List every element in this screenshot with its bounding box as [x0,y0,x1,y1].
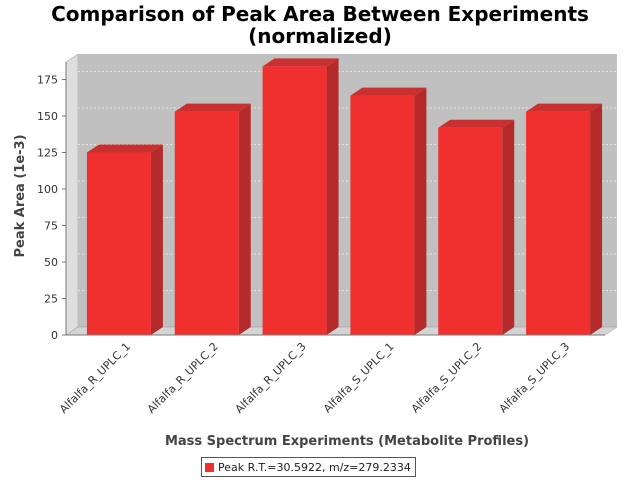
legend: Peak R.T.=30.5922, m/z=279.2334 [201,457,416,477]
y-tick-labels: 0 25 50 75 100 125 150 175 [37,74,66,342]
x-tick-label: Alfalfa_R_UPLC_2 [145,340,221,416]
bar-front [526,111,591,336]
bar [526,103,603,336]
y-tick-label: 125 [37,147,58,160]
plot-left-wall [65,53,79,336]
bar-front [174,111,239,336]
bar-side [414,87,427,335]
bar [86,144,163,335]
bar-side [150,144,163,335]
bars [86,58,603,336]
bar-top [526,103,603,112]
y-axis-title: Peak Area (1e-3) [13,134,28,257]
bar-top [350,87,427,96]
bar [174,103,251,336]
bar-side [502,119,515,335]
y-tick-label: 100 [37,183,58,196]
bar-top [262,58,339,67]
y-tick-label: 175 [37,74,58,87]
bar-top [174,103,251,112]
x-tick-label: Alfalfa_S_UPLC_1 [321,340,397,416]
legend-swatch [205,462,214,472]
bar-front [86,152,151,335]
bar-front [350,95,415,335]
bar [262,58,339,336]
x-tick-label: Alfalfa_R_UPLC_3 [233,340,309,416]
bar-side [238,103,251,336]
x-axis-title: Mass Spectrum Experiments (Metabolite Pr… [165,434,529,449]
chart-title-line-2: (normalized) [248,24,392,48]
bar [350,87,427,335]
x-tick-label: Alfalfa_S_UPLC_3 [497,340,573,416]
bar-top [86,144,163,153]
y-tick-label: 0 [51,329,58,342]
bar-front [438,127,503,335]
y-tick-label: 75 [44,220,58,233]
y-tick-label: 50 [44,256,58,269]
bar-top [438,119,515,128]
legend-label: Peak R.T.=30.5922, m/z=279.2334 [218,460,411,474]
axes [65,62,605,336]
bar-front [262,66,327,336]
chart-title-line-1: Comparison of Peak Area Between Experime… [51,2,589,26]
x-tick-labels: Alfalfa_R_UPLC_1 Alfalfa_R_UPLC_2 Alfalfa_… [57,340,572,416]
x-tick-label: Alfalfa_R_UPLC_1 [57,340,133,416]
y-tick-label: 25 [44,293,58,306]
bar-side [590,103,603,336]
y-tick-label: 150 [37,110,58,123]
x-tick-label: Alfalfa_S_UPLC_2 [409,340,485,416]
bar-side [326,58,339,336]
bar [438,119,515,335]
